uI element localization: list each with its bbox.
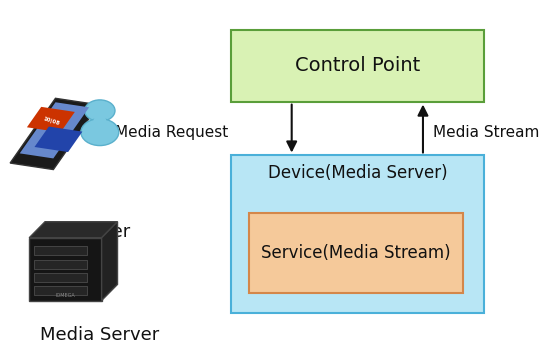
Text: 10|08: 10|08 xyxy=(43,116,61,126)
Ellipse shape xyxy=(93,116,106,125)
Text: User: User xyxy=(89,223,131,242)
FancyBboxPatch shape xyxy=(29,238,102,300)
Text: Device(Media Server): Device(Media Server) xyxy=(268,164,447,182)
Polygon shape xyxy=(34,127,82,152)
Ellipse shape xyxy=(81,119,119,145)
Text: Service(Media Stream): Service(Media Stream) xyxy=(261,244,451,262)
Text: Media Server: Media Server xyxy=(40,326,160,344)
FancyBboxPatch shape xyxy=(34,286,87,295)
FancyBboxPatch shape xyxy=(231,30,484,102)
FancyBboxPatch shape xyxy=(34,260,87,269)
Polygon shape xyxy=(10,98,99,170)
FancyBboxPatch shape xyxy=(231,156,484,313)
Text: Media Request: Media Request xyxy=(115,125,229,140)
FancyBboxPatch shape xyxy=(34,273,87,282)
Polygon shape xyxy=(29,222,118,238)
Text: Media Stream: Media Stream xyxy=(433,125,539,140)
Circle shape xyxy=(84,100,115,121)
Polygon shape xyxy=(27,107,75,132)
Text: IOMEGA: IOMEGA xyxy=(56,293,75,297)
Polygon shape xyxy=(20,102,89,158)
Polygon shape xyxy=(102,222,118,300)
Text: Control Point: Control Point xyxy=(295,56,420,75)
FancyBboxPatch shape xyxy=(249,213,463,293)
FancyBboxPatch shape xyxy=(34,247,87,255)
